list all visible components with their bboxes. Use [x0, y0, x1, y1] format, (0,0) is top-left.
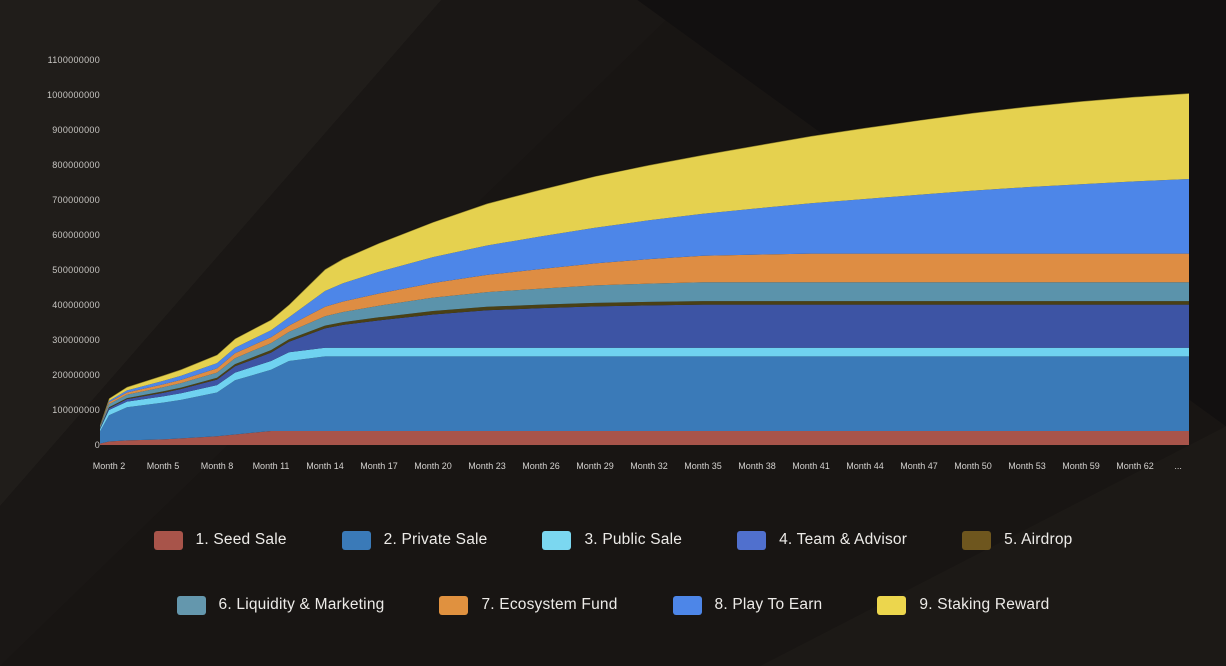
legend-row-2: 6. Liquidity & Marketing 7. Ecosystem Fun… — [0, 593, 1226, 617]
y-axis-label: 600000000 — [52, 230, 100, 240]
legend-item-play-to-earn[interactable]: 8. Play To Earn — [672, 595, 823, 615]
legend-swatch-ecosystem-fund — [439, 595, 469, 615]
legend-swatch-airdrop — [962, 530, 992, 550]
legend-label: 8. Play To Earn — [714, 596, 823, 613]
x-axis-label: Month 62 — [1116, 461, 1154, 471]
area-seed-sale[interactable] — [100, 431, 1189, 445]
area-private-sale[interactable] — [100, 356, 1189, 444]
y-axis-label: 100000000 — [52, 405, 100, 415]
legend-label: 9. Staking Reward — [919, 596, 1050, 613]
legend-label: 4. Team & Advisor — [779, 531, 908, 548]
legend-swatch-private-sale — [341, 530, 371, 550]
legend-item-ecosystem-fund[interactable]: 7. Ecosystem Fund — [439, 595, 618, 615]
area-team-advisor[interactable] — [100, 304, 1189, 430]
area-ecosystem-fund[interactable] — [100, 253, 1189, 427]
y-axis-label: 800000000 — [52, 160, 100, 170]
legend-swatch-team-advisor — [737, 530, 767, 550]
x-axis-label: Month 47 — [900, 461, 938, 471]
y-axis-label: 500000000 — [52, 265, 100, 275]
x-axis-label: Month 38 — [738, 461, 776, 471]
x-axis-label: Month 59 — [1062, 461, 1100, 471]
x-axis-label: Month 2 — [92, 461, 126, 471]
legend-label: 1. Seed Sale — [195, 531, 287, 548]
legend-item-staking-reward[interactable]: 9. Staking Reward — [877, 595, 1050, 615]
x-axis-label: Month 29 — [576, 461, 614, 471]
legend-label: 5. Airdrop — [1004, 531, 1073, 548]
x-axis-label: Month 35 — [684, 461, 722, 471]
x-axis-label: Month 32 — [630, 461, 668, 471]
area-public-sale[interactable] — [100, 347, 1189, 432]
x-axis-label: Month 5 — [146, 461, 180, 471]
x-axis-label: Month 53 — [1008, 461, 1046, 471]
x-axis-label: Month 17 — [360, 461, 398, 471]
stack-top-edge — [99, 92, 1190, 425]
y-axis-label: 0 — [94, 440, 100, 450]
legend-item-seed-sale[interactable]: 1. Seed Sale — [153, 530, 287, 550]
y-axis-label: 700000000 — [52, 195, 100, 205]
y-axis-label: 200000000 — [52, 370, 100, 380]
x-axis-label: Month 14 — [306, 461, 344, 471]
legend-label: 6. Liquidity & Marketing — [218, 596, 385, 613]
legend-swatch-staking-reward — [877, 595, 907, 615]
area-staking-reward[interactable] — [100, 93, 1189, 426]
legend-label: 7. Ecosystem Fund — [481, 596, 618, 613]
x-axis-label: Month 23 — [468, 461, 506, 471]
legend-item-airdrop[interactable]: 5. Airdrop — [962, 530, 1073, 550]
y-axis-label: 300000000 — [52, 335, 100, 345]
x-axis-label: Month 11 — [252, 461, 290, 471]
x-axis-ellipsis: ... — [1174, 461, 1182, 471]
area-play-to-earn[interactable] — [100, 179, 1189, 427]
legend-swatch-seed-sale — [153, 530, 183, 550]
legend-item-team-advisor[interactable]: 4. Team & Advisor — [737, 530, 908, 550]
area-liquidity-marketing[interactable] — [100, 282, 1189, 429]
legend-label: 3. Public Sale — [584, 531, 683, 548]
y-axis-label: 1000000000 — [46, 90, 100, 100]
x-axis-label: Month 50 — [954, 461, 992, 471]
x-axis-label: Month 8 — [200, 461, 234, 471]
legend-swatch-public-sale — [542, 530, 572, 550]
x-axis-label: Month 41 — [792, 461, 830, 471]
legend-label: 2. Private Sale — [383, 531, 488, 548]
y-axis-label: 400000000 — [52, 300, 100, 310]
y-axis-label: 1100000000 — [47, 55, 100, 65]
x-axis-label: Month 26 — [522, 461, 560, 471]
legend-item-public-sale[interactable]: 3. Public Sale — [542, 530, 683, 550]
legend-item-private-sale[interactable]: 2. Private Sale — [341, 530, 488, 550]
legend-swatch-liquidity-marketing — [176, 595, 206, 615]
legend-row-1: 1. Seed Sale 2. Private Sale 3. Public Sal… — [0, 528, 1226, 552]
legend-item-liquidity-marketing[interactable]: 6. Liquidity & Marketing — [176, 595, 385, 615]
legend-swatch-play-to-earn — [672, 595, 702, 615]
stacked-area-chart[interactable] — [0, 0, 1226, 520]
x-axis-label: Month 44 — [846, 461, 884, 471]
y-axis-label: 900000000 — [52, 125, 100, 135]
x-axis-label: Month 20 — [414, 461, 452, 471]
